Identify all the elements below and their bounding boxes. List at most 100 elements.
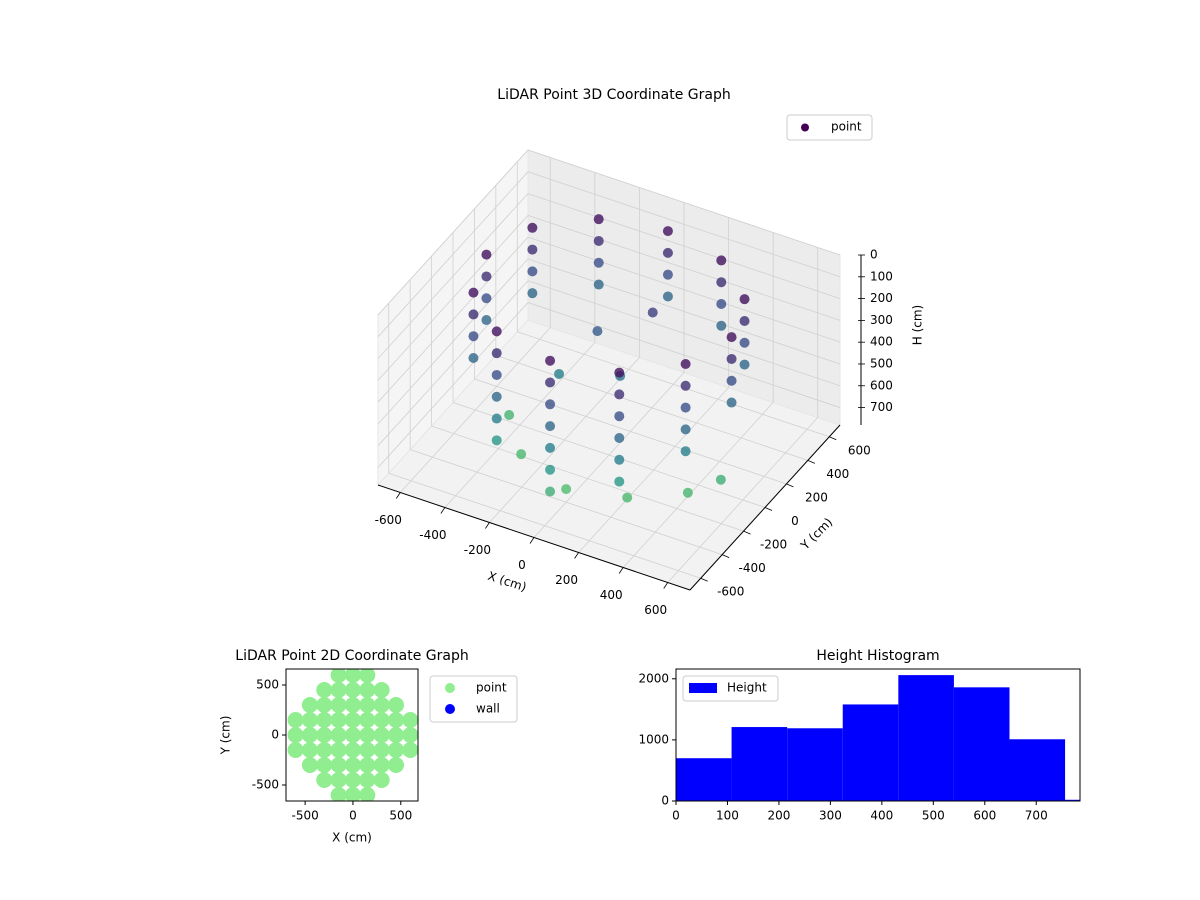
point — [680, 402, 691, 413]
chart-title: Height Histogram — [816, 648, 939, 664]
point — [491, 435, 502, 446]
x-tick-label: 500 — [389, 809, 412, 823]
point — [662, 291, 673, 302]
grid-line — [377, 302, 529, 468]
x-tick-label: 100 — [716, 809, 739, 823]
point — [481, 249, 492, 260]
point — [468, 309, 479, 320]
point — [388, 712, 404, 728]
x-tick-label: -200 — [464, 543, 491, 557]
point — [344, 772, 361, 788]
grid-line — [527, 193, 841, 299]
point — [593, 214, 604, 225]
grid-line — [527, 302, 841, 408]
y-tick-label: 200 — [805, 490, 828, 504]
point — [662, 247, 673, 258]
grid-line — [527, 149, 841, 256]
point — [330, 712, 347, 728]
tick-mark — [743, 530, 751, 535]
tick-mark — [764, 507, 773, 511]
legend-swatch — [689, 683, 717, 693]
point — [373, 712, 390, 728]
point — [330, 787, 347, 801]
legend-marker — [445, 704, 455, 714]
y-tick-label: -200 — [760, 538, 787, 552]
chart-title: LiDAR Point 3D Coordinate Graph — [497, 87, 730, 103]
x-tick-label: -400 — [419, 528, 446, 542]
point — [739, 315, 750, 326]
point — [593, 235, 604, 246]
point — [287, 712, 304, 728]
grid-line — [474, 378, 787, 485]
point — [330, 669, 347, 683]
tick-mark — [829, 436, 837, 441]
chart-title: LiDAR Point 2D Coordinate Graph — [235, 648, 468, 664]
grid-line — [388, 472, 701, 579]
point — [301, 742, 318, 758]
point — [545, 464, 556, 475]
point — [680, 380, 691, 391]
point — [468, 331, 479, 342]
point — [316, 712, 333, 728]
y-tick-label: -600 — [717, 585, 744, 599]
legend-label: point — [831, 120, 862, 134]
point — [592, 326, 603, 337]
point — [726, 375, 737, 386]
y-tick-label: 600 — [848, 443, 871, 457]
y-tick-label: -400 — [739, 561, 766, 575]
axes-3d: -600 -400 -200 0 200 400 600 -600 -400 -200 0 200 40… — [375, 148, 925, 617]
point — [330, 757, 347, 773]
point — [468, 287, 479, 298]
point — [726, 397, 737, 408]
point — [481, 271, 492, 282]
point — [516, 449, 527, 460]
y-axis-label: Y (cm) — [219, 716, 233, 756]
axes-frame — [675, 668, 1081, 802]
x-tick-label: 600 — [973, 809, 996, 823]
axes-histogram: 0 100 200 300 400 500 600 700 0 1000 2000 — [638, 668, 1081, 823]
bar — [898, 675, 954, 801]
grid-line — [377, 149, 529, 316]
point — [359, 772, 376, 788]
point — [344, 697, 361, 713]
z-tick-label: 500 — [870, 356, 893, 370]
point — [316, 727, 333, 743]
point — [468, 352, 479, 363]
point — [739, 337, 750, 348]
point — [359, 787, 376, 801]
point — [359, 742, 376, 758]
point — [344, 787, 361, 801]
grid-line — [377, 215, 529, 381]
tick-mark — [395, 492, 401, 499]
bar — [731, 727, 788, 801]
point — [527, 244, 538, 255]
point — [715, 474, 726, 485]
point — [491, 391, 502, 402]
point — [504, 409, 515, 420]
grid-line — [527, 280, 841, 387]
bar — [1065, 799, 1080, 801]
point — [593, 279, 604, 290]
point — [373, 727, 390, 743]
point — [716, 320, 727, 331]
point — [402, 712, 418, 728]
x-tick-label: 400 — [870, 809, 893, 823]
point — [359, 669, 376, 683]
tick-mark — [618, 567, 624, 574]
point — [373, 682, 390, 698]
point — [344, 742, 361, 758]
grid-line — [377, 258, 529, 425]
point — [716, 277, 727, 288]
point — [402, 742, 418, 758]
point — [359, 757, 376, 773]
bar — [953, 687, 1010, 801]
legend-label: wall — [476, 702, 500, 716]
grid-line — [377, 236, 529, 403]
z-tick-label: 0 — [870, 248, 878, 262]
point — [662, 269, 673, 280]
point — [527, 222, 538, 233]
point — [344, 757, 361, 773]
z-tick-label: 700 — [870, 400, 893, 414]
legend: Height — [682, 675, 779, 702]
grid-line — [452, 402, 766, 508]
